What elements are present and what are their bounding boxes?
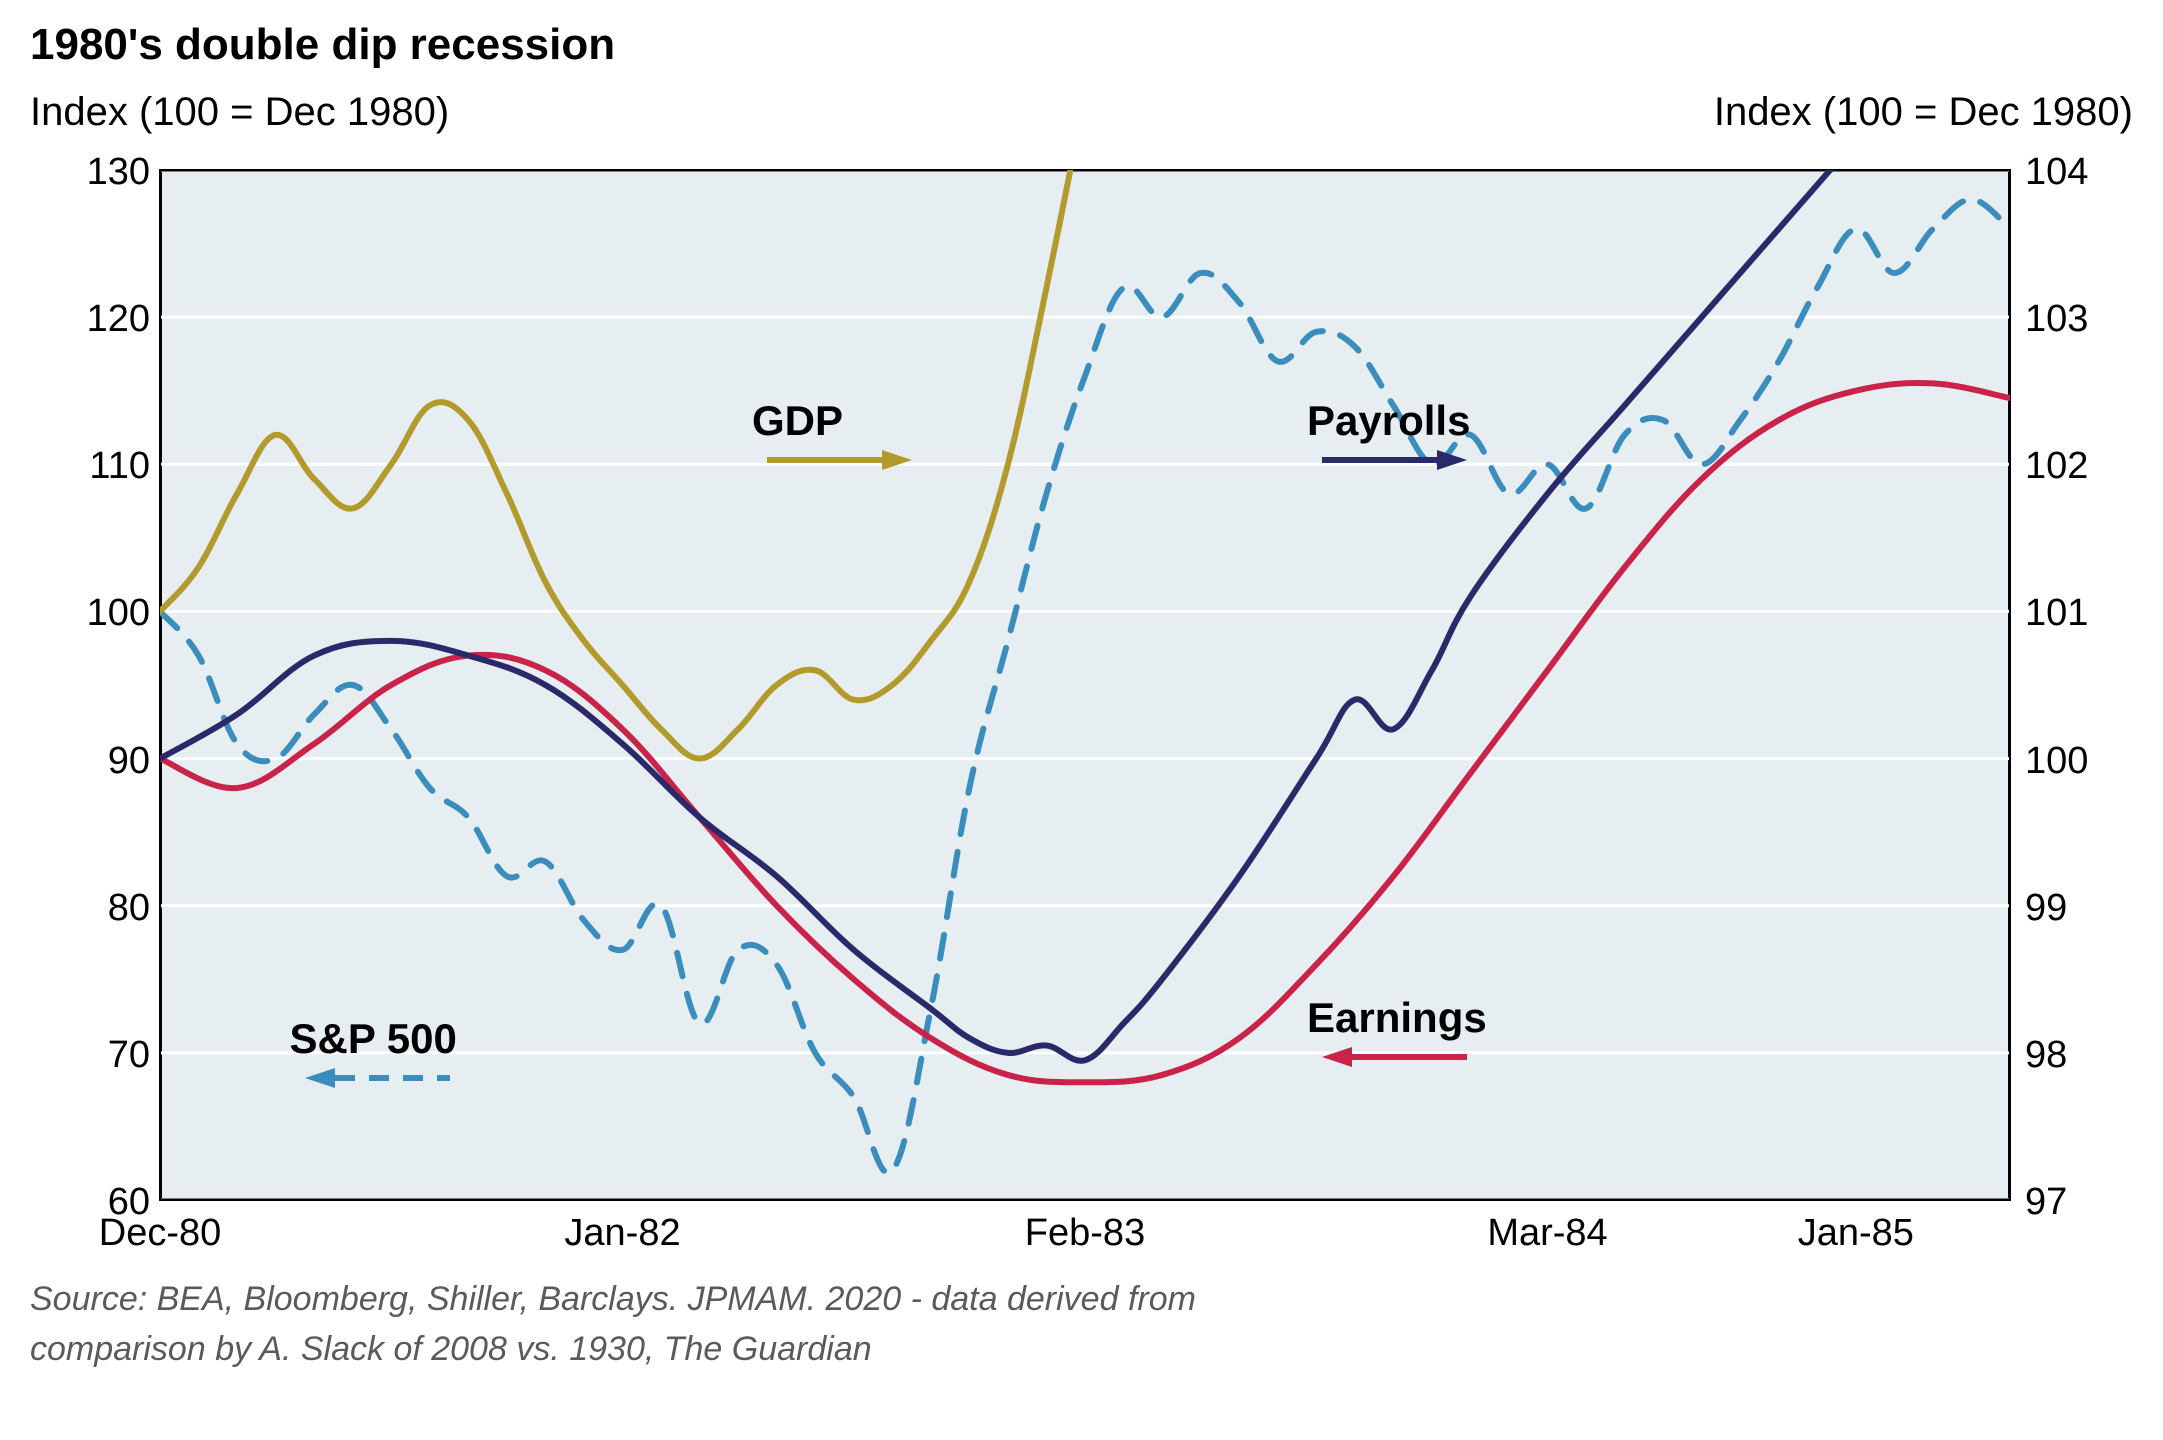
- source-line-1: Source: BEA, Bloomberg, Shiller, Barclay…: [30, 1280, 1196, 1319]
- x-tick: Jan-85: [1756, 1212, 1956, 1255]
- arrow-sp500: [300, 1063, 460, 1113]
- chart-title: 1980's double dip recession: [30, 20, 615, 70]
- x-tick: Jan-82: [523, 1212, 723, 1255]
- y-left-tick: 130: [30, 151, 150, 194]
- y-right-tick: 101: [2025, 592, 2145, 635]
- y-right-tick: 102: [2025, 445, 2145, 488]
- y-left-tick: 70: [30, 1034, 150, 1077]
- right-axis-subtitle: Index (100 = Dec 1980): [1714, 90, 2133, 135]
- y-right-tick: 98: [2025, 1034, 2145, 1077]
- y-left-tick: 90: [30, 740, 150, 783]
- x-tick: Mar-84: [1448, 1212, 1648, 1255]
- x-tick: Feb-83: [985, 1212, 1185, 1255]
- label-gdp: GDP: [752, 397, 843, 445]
- x-tick: Dec-80: [60, 1212, 260, 1255]
- arrow-gdp: [762, 445, 922, 495]
- label-payrolls: Payrolls: [1307, 397, 1470, 445]
- y-left-tick: 110: [30, 445, 150, 488]
- series-gdp: [160, 96, 1085, 758]
- chart-container: 1980's double dip recession Index (100 =…: [0, 0, 2163, 1440]
- y-right-tick: 104: [2025, 151, 2145, 194]
- y-right-tick: 103: [2025, 298, 2145, 341]
- source-line-2: comparison by A. Slack of 2008 vs. 1930,…: [30, 1330, 872, 1369]
- y-left-tick: 100: [30, 592, 150, 635]
- arrow-payrolls: [1317, 445, 1477, 495]
- arrow-earnings: [1317, 1042, 1477, 1092]
- y-right-tick: 97: [2025, 1181, 2145, 1224]
- left-axis-subtitle: Index (100 = Dec 1980): [30, 90, 449, 135]
- y-left-tick: 120: [30, 298, 150, 341]
- label-earnings: Earnings: [1307, 994, 1487, 1042]
- series-earnings: [160, 383, 2010, 1082]
- y-right-tick: 99: [2025, 887, 2145, 930]
- y-left-tick: 80: [30, 887, 150, 930]
- label-sp500: S&P 500: [290, 1015, 457, 1063]
- y-right-tick: 100: [2025, 740, 2145, 783]
